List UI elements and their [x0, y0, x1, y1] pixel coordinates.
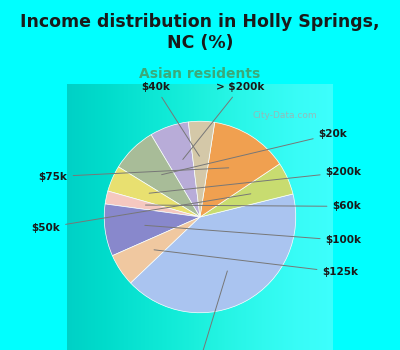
Text: Income distribution in Holly Springs,
NC (%): Income distribution in Holly Springs, NC… — [20, 13, 380, 52]
Wedge shape — [105, 191, 200, 217]
Wedge shape — [131, 194, 296, 313]
Text: $100k: $100k — [145, 225, 362, 245]
Text: City-Data.com: City-Data.com — [253, 111, 318, 120]
Wedge shape — [118, 135, 200, 217]
Text: $200k: $200k — [149, 167, 362, 193]
Text: $125k: $125k — [154, 250, 358, 277]
Wedge shape — [200, 122, 280, 217]
Text: $20k: $20k — [162, 129, 347, 175]
Text: Asian residents: Asian residents — [139, 66, 261, 80]
Text: $40k: $40k — [141, 82, 200, 156]
Text: $150k: $150k — [182, 271, 227, 350]
Text: $75k: $75k — [39, 168, 229, 182]
Wedge shape — [188, 121, 215, 217]
Wedge shape — [112, 217, 200, 283]
Wedge shape — [108, 167, 200, 217]
Wedge shape — [104, 204, 200, 256]
Text: > $200k: > $200k — [183, 82, 265, 160]
Text: $60k: $60k — [146, 201, 361, 211]
Text: $50k: $50k — [31, 194, 251, 233]
Wedge shape — [151, 122, 200, 217]
Wedge shape — [200, 164, 293, 217]
